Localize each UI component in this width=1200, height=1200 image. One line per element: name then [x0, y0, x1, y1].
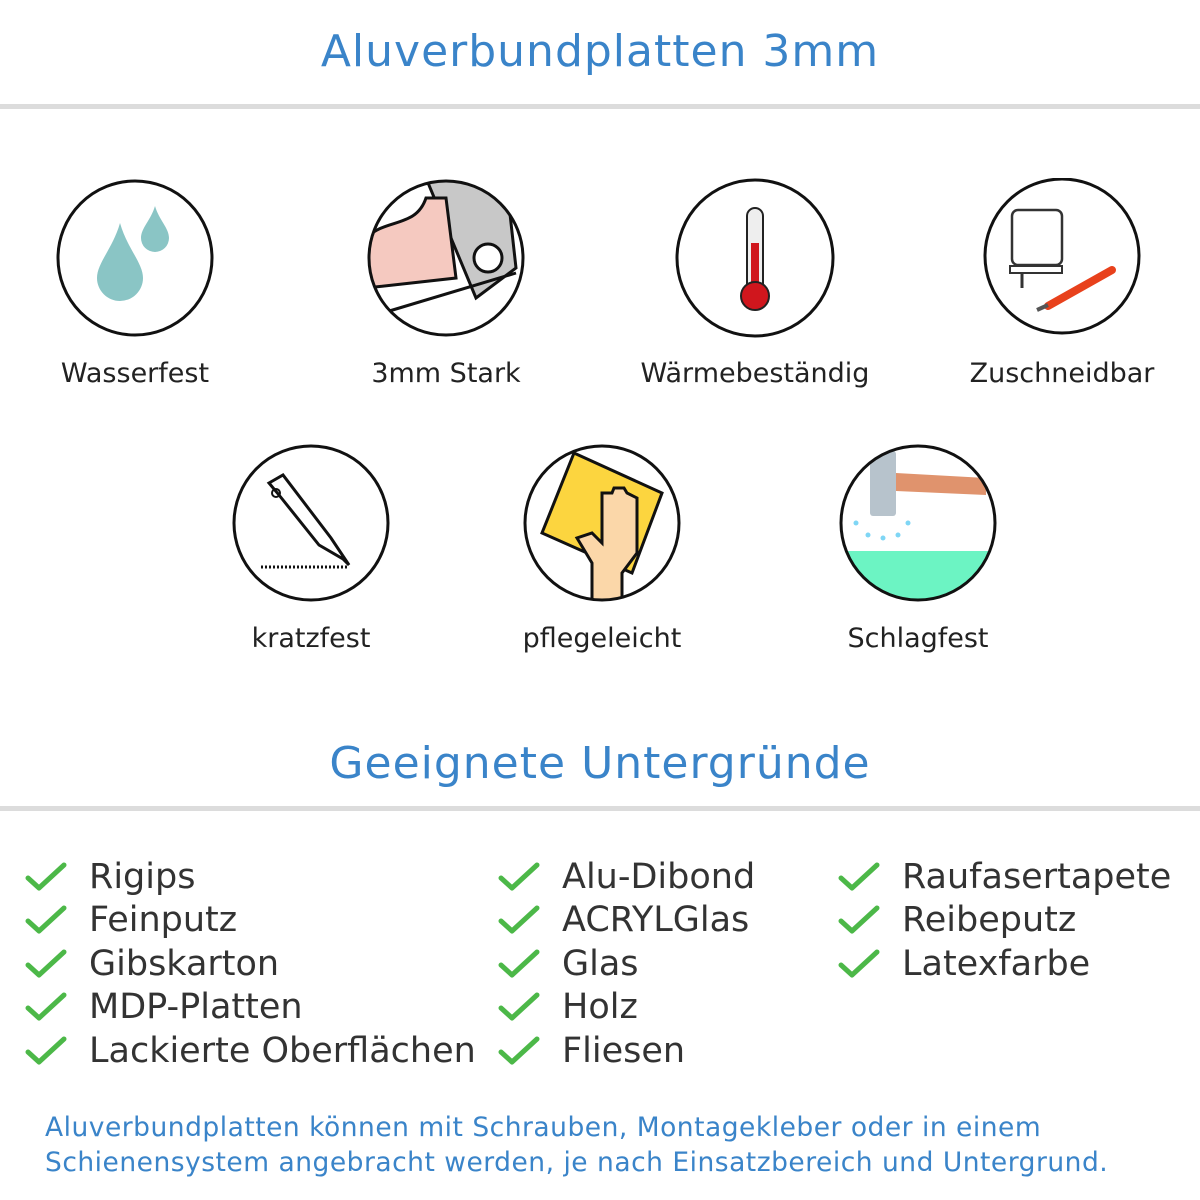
- check-icon: [25, 862, 67, 891]
- surface-item: Rigips: [25, 855, 476, 899]
- feature-label: pflegeleicht: [522, 623, 682, 654]
- mounting-note: Aluverbundplatten können mit Schrauben, …: [45, 1110, 1108, 1180]
- surface-item: Alu-Dibond: [498, 855, 755, 899]
- section-title: Geeignete Untergründe: [329, 738, 871, 789]
- surface-label: Rigips: [89, 856, 196, 897]
- jigsaw-knife-icon: [983, 178, 1141, 335]
- surface-label: Alu-Dibond: [562, 856, 756, 897]
- surface-item: Raufasertapete: [838, 855, 1171, 899]
- surface-label: Reibeputz: [902, 900, 1077, 941]
- cutter-knife-icon: [232, 444, 390, 602]
- surface-label: Fliesen: [562, 1030, 686, 1071]
- check-icon: [498, 905, 540, 934]
- hammer-icon: [839, 444, 997, 602]
- surface-label: Latexfarbe: [902, 943, 1091, 984]
- feature-wasserfest: Wasserfest: [15, 178, 255, 389]
- check-icon: [498, 1036, 540, 1065]
- check-icon: [25, 992, 67, 1021]
- feature-waermebestaendig: Wärmebeständig: [635, 178, 875, 389]
- check-icon: [25, 905, 67, 934]
- surface-label: Glas: [562, 943, 639, 984]
- feature-kratzfest: kratzfest: [191, 443, 431, 654]
- surface-label: Raufasertapete: [902, 856, 1172, 897]
- surface-label: ACRYLGlas: [562, 900, 750, 941]
- surface-column: Rigips Feinputz Gibskarton MDP-Platten Lacki…: [25, 855, 476, 1073]
- surface-column: Alu-Dibond ACRYLGlas Glas Holz Fliesen: [498, 855, 755, 1073]
- page-title: Aluverbundplatten 3mm: [320, 26, 880, 77]
- feature-label: Wärmebeständig: [640, 358, 870, 389]
- hand-cloth-icon: [523, 444, 681, 602]
- check-icon: [838, 862, 880, 891]
- water-drops-icon: [56, 179, 214, 337]
- thermometer-icon: [675, 178, 835, 338]
- surface-item: Latexfarbe: [838, 942, 1171, 986]
- feature-label: 3mm Stark: [371, 358, 521, 389]
- surface-item: Gibskarton: [25, 942, 476, 986]
- surface-item: Feinputz: [25, 899, 476, 943]
- check-icon: [498, 862, 540, 891]
- check-icon: [498, 949, 540, 978]
- strong-arm-icon: [367, 179, 525, 337]
- surface-item: Glas: [498, 942, 755, 986]
- feature-zuschneidbar: Zuschneidbar: [942, 178, 1182, 389]
- surface-label: MDP-Platten: [89, 987, 303, 1028]
- surface-item: Lackierte Oberflächen: [25, 1029, 476, 1073]
- check-icon: [838, 949, 880, 978]
- feature-label: Schlagfest: [847, 623, 989, 654]
- surface-item: Holz: [498, 986, 755, 1030]
- feature-3mm-stark: 3mm Stark: [326, 178, 566, 389]
- surface-label: Feinputz: [89, 900, 238, 941]
- surface-column: Raufasertapete Reibeputz Latexfarbe: [838, 855, 1171, 986]
- feature-label: Wasserfest: [60, 358, 210, 389]
- check-icon: [25, 949, 67, 978]
- surface-label: Lackierte Oberflächen: [89, 1030, 476, 1071]
- divider: [0, 104, 1200, 109]
- feature-schlagfest: Schlagfest: [798, 443, 1038, 654]
- feature-label: Zuschneidbar: [969, 358, 1155, 389]
- surface-item: MDP-Platten: [25, 986, 476, 1030]
- note-line-1: Aluverbundplatten können mit Schrauben, …: [45, 1112, 1042, 1143]
- surface-label: Holz: [562, 987, 638, 1028]
- surface-item: ACRYLGlas: [498, 899, 755, 943]
- feature-pflegeleicht: pflegeleicht: [482, 443, 722, 654]
- surface-label: Gibskarton: [89, 943, 280, 984]
- feature-label: kratzfest: [251, 623, 371, 654]
- surface-item: Reibeputz: [838, 899, 1171, 943]
- surface-item: Fliesen: [498, 1029, 755, 1073]
- note-line-2: Schienensystem angebracht werden, je nac…: [45, 1147, 1109, 1178]
- check-icon: [838, 905, 880, 934]
- check-icon: [498, 992, 540, 1021]
- check-icon: [25, 1036, 67, 1065]
- divider: [0, 806, 1200, 811]
